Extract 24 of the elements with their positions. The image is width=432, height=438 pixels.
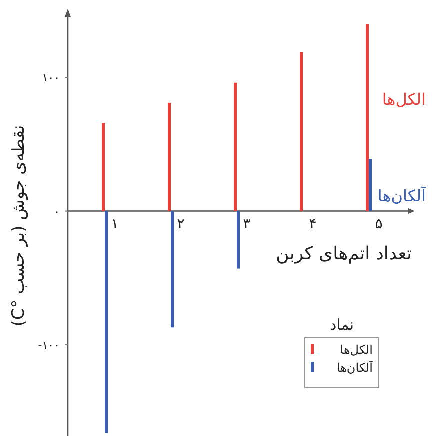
bar	[105, 211, 108, 434]
bar	[171, 211, 174, 328]
legend-label: الکل‌ها	[340, 343, 373, 357]
bar	[366, 24, 369, 212]
y-tick-label: -۱۰۰	[38, 339, 60, 352]
x-tick-label: ۵	[375, 216, 383, 232]
legend-title: نماد	[330, 316, 354, 334]
y-tick-label: ۰	[54, 205, 60, 218]
x-tick-label: ۴	[309, 216, 317, 232]
bar	[168, 102, 171, 212]
bar	[369, 159, 372, 212]
y-axis-title: نقطه‌ی جوش (بر حسب °C)	[9, 125, 29, 327]
x-tick-label: ۱	[111, 216, 119, 232]
x-tick-label: ۳	[243, 216, 252, 232]
bar	[102, 123, 105, 212]
y-tick-label: ۱۰۰	[42, 72, 60, 85]
bar	[234, 82, 237, 212]
legend-label: آلکان‌ها	[336, 360, 374, 375]
x-axis-title: تعداد اتم‌های کربن	[276, 243, 412, 264]
bar	[300, 52, 303, 212]
bar	[237, 211, 240, 269]
text: آلکان‌ها	[378, 186, 426, 206]
text: الکل‌ها	[382, 90, 426, 109]
x-tick-label: ۲	[177, 216, 185, 232]
